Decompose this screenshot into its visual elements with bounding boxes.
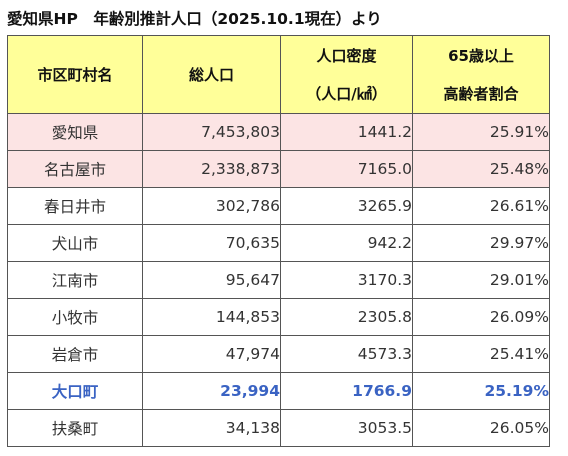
- header-density: 人口密度 （人口/㎢）: [280, 35, 413, 114]
- row-name: 小牧市: [7, 298, 143, 336]
- header-density-line1: 人口密度: [316, 46, 377, 65]
- table-row: 江南市 95,647 3170.3 29.01%: [7, 261, 550, 299]
- row-density: 4573.3: [280, 335, 413, 373]
- row-population: 34,138: [142, 409, 281, 447]
- table-row-nagoya: 名古屋市 2,338,873 7165.0 25.48%: [7, 150, 550, 188]
- table-row: 犬山市 70,635 942.2 29.97%: [7, 224, 550, 262]
- row-density: 2305.8: [280, 298, 413, 336]
- row-population: 144,853: [142, 298, 281, 336]
- row-population: 95,647: [142, 261, 281, 299]
- table-row: 岩倉市 47,974 4573.3 25.41%: [7, 335, 550, 373]
- row-elderly: 26.05%: [412, 409, 550, 447]
- page-title: 愛知県HP 年齢別推計人口（2025.10.1現在）より: [7, 10, 382, 28]
- row-density: 3053.5: [280, 409, 413, 447]
- row-density: 7165.0: [280, 150, 413, 188]
- population-table: 市区町村名 総人口 人口密度 （人口/㎢） 65歳以上 高齢者割合 愛知県 7,…: [7, 35, 550, 447]
- row-name: 大口町: [7, 372, 143, 410]
- row-name: 愛知県: [7, 113, 143, 151]
- row-population: 23,994: [142, 372, 281, 410]
- header-municipality: 市区町村名: [7, 35, 143, 114]
- row-population: 47,974: [142, 335, 281, 373]
- header-elderly-ratio: 65歳以上 高齢者割合: [412, 35, 550, 114]
- row-name: 犬山市: [7, 224, 143, 262]
- row-population: 70,635: [142, 224, 281, 262]
- row-density: 3170.3: [280, 261, 413, 299]
- row-population: 7,453,803: [142, 113, 281, 151]
- row-density: 1766.9: [280, 372, 413, 410]
- row-name: 江南市: [7, 261, 143, 299]
- header-elderly-line1: 65歳以上: [448, 46, 514, 65]
- row-name: 扶桑町: [7, 409, 143, 447]
- table-row-highlighted: 大口町 23,994 1766.9 25.19%: [7, 372, 550, 410]
- row-density: 1441.2: [280, 113, 413, 151]
- table-row: 扶桑町 34,138 3053.5 26.05%: [7, 409, 550, 447]
- row-elderly: 25.19%: [412, 372, 550, 410]
- row-name: 名古屋市: [7, 150, 143, 188]
- row-elderly: 29.01%: [412, 261, 550, 299]
- header-elderly-line2: 高齢者割合: [443, 84, 519, 103]
- header-row: 市区町村名 総人口 人口密度 （人口/㎢） 65歳以上 高齢者割合: [7, 35, 550, 114]
- header-population: 総人口: [142, 35, 281, 114]
- row-population: 2,338,873: [142, 150, 281, 188]
- table-row: 春日井市 302,786 3265.9 26.61%: [7, 187, 550, 225]
- row-population: 302,786: [142, 187, 281, 225]
- table-row-aichi: 愛知県 7,453,803 1441.2 25.91%: [7, 113, 550, 151]
- row-elderly: 26.61%: [412, 187, 550, 225]
- table-row: 小牧市 144,853 2305.8 26.09%: [7, 298, 550, 336]
- row-name: 春日井市: [7, 187, 143, 225]
- row-elderly: 25.41%: [412, 335, 550, 373]
- header-density-line2: （人口/㎢）: [306, 84, 387, 103]
- row-elderly: 25.48%: [412, 150, 550, 188]
- row-density: 3265.9: [280, 187, 413, 225]
- row-elderly: 25.91%: [412, 113, 550, 151]
- row-elderly: 26.09%: [412, 298, 550, 336]
- row-elderly: 29.97%: [412, 224, 550, 262]
- row-density: 942.2: [280, 224, 413, 262]
- row-name: 岩倉市: [7, 335, 143, 373]
